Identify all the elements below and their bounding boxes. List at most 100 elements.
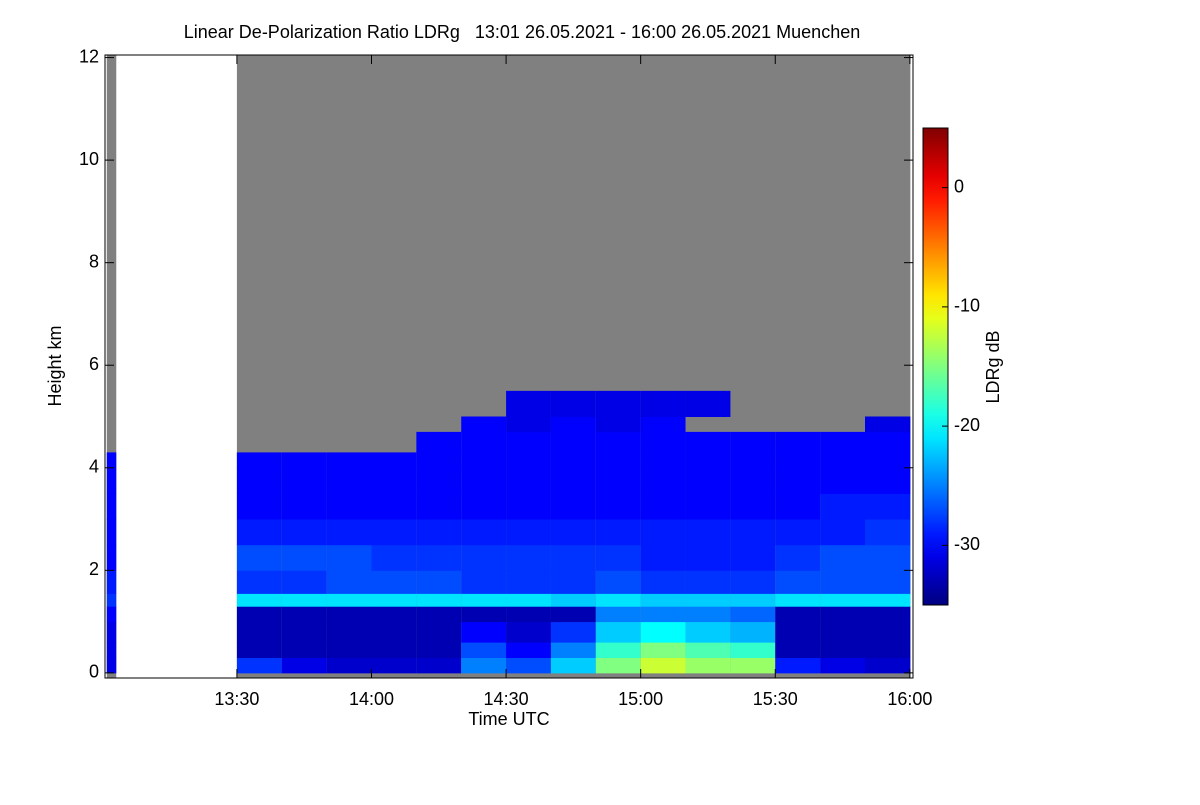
heatmap-cell [106, 452, 117, 469]
heatmap-cell [506, 493, 552, 520]
heatmap-cell [326, 452, 372, 469]
heatmap-cell [506, 606, 552, 623]
y-tick-label: 8 [89, 251, 99, 271]
heatmap-cell [595, 519, 642, 546]
heatmap-cell [640, 452, 687, 469]
heatmap-cell [371, 493, 417, 520]
heatmap-cell [236, 570, 283, 594]
heatmap-cell [730, 431, 776, 453]
heatmap-cell [416, 493, 462, 520]
heatmap-cell [236, 452, 283, 469]
x-tick-label: 16:00 [887, 689, 932, 709]
heatmap-cell [595, 593, 642, 607]
heatmap-cell [416, 606, 462, 623]
heatmap-cell [371, 570, 417, 594]
no-signal-column [106, 55, 117, 678]
heatmap-cell [371, 593, 417, 607]
heatmap-cell [506, 570, 552, 594]
heatmap-cell [236, 493, 283, 520]
heatmap-cell [106, 621, 117, 643]
heatmap-cell [281, 621, 328, 643]
heatmap-cell [236, 606, 283, 623]
heatmap-cell [595, 570, 642, 594]
heatmap-cell [371, 452, 417, 469]
heatmap-cell [106, 657, 117, 674]
heatmap-cell [685, 621, 731, 643]
colorbar-tick-label: -10 [954, 296, 980, 316]
heatmap-cell [416, 657, 462, 674]
heatmap-cell [685, 431, 731, 453]
heatmap-cell [416, 452, 462, 469]
heatmap-cell [550, 621, 597, 643]
heatmap-cell [820, 606, 866, 623]
heatmap-cell [864, 416, 911, 433]
heatmap-cell [326, 657, 372, 674]
heatmap-cell [281, 657, 328, 674]
heatmap-cell [506, 452, 552, 469]
heatmap-cell [640, 657, 687, 674]
heatmap-cell [461, 452, 507, 469]
heatmap-cell [775, 519, 821, 546]
heatmap-cell [461, 606, 507, 623]
heatmap-cell [326, 493, 372, 520]
heatmap-cell [236, 621, 283, 643]
y-tick-label: 6 [89, 354, 99, 374]
x-tick-label: 15:00 [618, 689, 663, 709]
heatmap-cell [281, 452, 328, 469]
heatmap-cell [326, 606, 372, 623]
heatmap-cell [730, 570, 776, 594]
heatmap-cell [416, 621, 462, 643]
heatmap-cell [775, 606, 821, 623]
heatmap-cell [326, 570, 372, 594]
heatmap-cell [775, 657, 821, 674]
colorbar-tick-label: -20 [954, 415, 980, 435]
heatmap-cell [461, 416, 507, 433]
heatmap-cell [640, 467, 687, 494]
heatmap-cell [864, 519, 911, 546]
heatmap-cell [371, 467, 417, 494]
x-tick-label: 15:30 [753, 689, 798, 709]
heatmap-cell [640, 493, 687, 520]
heatmap-cell [550, 593, 597, 607]
heatmap-cell [775, 452, 821, 469]
heatmap-cell [730, 519, 776, 546]
heatmap-cell [416, 544, 462, 571]
heatmap-cell [685, 657, 731, 674]
colorbar-tick-label: 0 [954, 176, 964, 196]
heatmap-cell [106, 593, 117, 607]
heatmap-cell [595, 642, 642, 658]
heatmap-cell [820, 657, 866, 674]
heatmap-cell [550, 642, 597, 658]
heatmap-cell [640, 519, 687, 546]
heatmap-cell [106, 570, 117, 594]
heatmap-cell [685, 467, 731, 494]
heatmap-cell [236, 593, 283, 607]
heatmap-cell [281, 593, 328, 607]
heatmap-cell [595, 390, 642, 417]
heatmap-cell [640, 606, 687, 623]
heatmap-cell [864, 606, 911, 623]
heatmap-cell [685, 390, 731, 417]
heatmap-cell [506, 642, 552, 658]
x-tick-label: 13:30 [214, 689, 259, 709]
heatmap-cell [864, 493, 911, 520]
heatmap-cell [864, 642, 911, 658]
heatmap-cell [281, 570, 328, 594]
heatmap-cell [864, 657, 911, 674]
colorbar-label: LDRg dB [983, 330, 1003, 403]
heatmap-cell [236, 544, 283, 571]
heatmap-cell [775, 621, 821, 643]
heatmap-cell [281, 493, 328, 520]
heatmap-cell [416, 593, 462, 607]
heatmap-cell [550, 390, 597, 417]
heatmap-cell [416, 519, 462, 546]
heatmap-cell [326, 467, 372, 494]
heatmap-cell [416, 642, 462, 658]
heatmap-cell [864, 593, 911, 607]
heatmap-cell [281, 606, 328, 623]
heatmap-cell [730, 452, 776, 469]
heatmap-cell [595, 431, 642, 453]
heatmap-cell [550, 467, 597, 494]
heatmap-cell [371, 657, 417, 674]
